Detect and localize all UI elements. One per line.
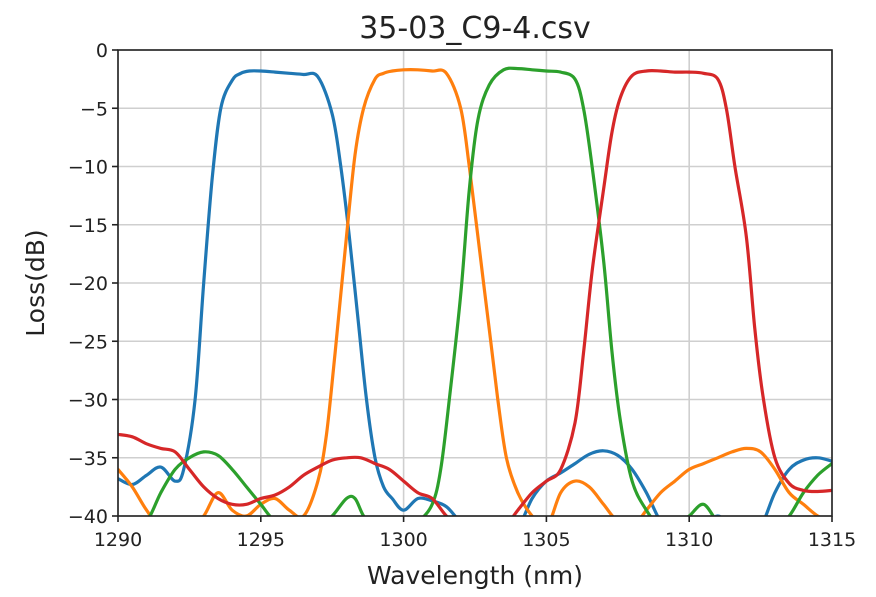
y-tick-label: −10 — [68, 157, 108, 179]
x-axis-label: Wavelength (nm) — [367, 561, 583, 590]
y-tick-label: −35 — [68, 448, 108, 470]
x-tick-label: 1300 — [379, 529, 427, 551]
y-tick-label: −30 — [68, 390, 108, 412]
x-tick-label: 1315 — [808, 529, 856, 551]
series-line-2 — [118, 68, 822, 516]
chart-title: 35-03_C9-4.csv — [359, 11, 591, 46]
x-tick-label: 1295 — [237, 529, 285, 551]
y-tick-label: −25 — [68, 331, 108, 353]
series-line-4 — [118, 68, 832, 516]
x-tick-label: 1290 — [94, 529, 142, 551]
x-tick-label: 1310 — [665, 529, 713, 551]
y-tick-label: −40 — [68, 506, 108, 528]
axis-ticks: 1290 1295 1300 1305 1310 1315 0 −5 −10 −15 −20 −25 −… — [68, 40, 856, 551]
gridlines — [117, 49, 833, 517]
series-line-3 — [148, 66, 832, 516]
y-tick-label: −20 — [68, 273, 108, 295]
x-tick-label: 1305 — [522, 529, 570, 551]
series-lines — [118, 66, 832, 516]
y-tick-label: 0 — [96, 40, 108, 62]
y-tick-label: −15 — [68, 215, 108, 237]
y-axis-label: Loss(dB) — [21, 229, 50, 336]
y-tick-label: −5 — [80, 98, 108, 120]
series-line-1 — [118, 69, 832, 516]
